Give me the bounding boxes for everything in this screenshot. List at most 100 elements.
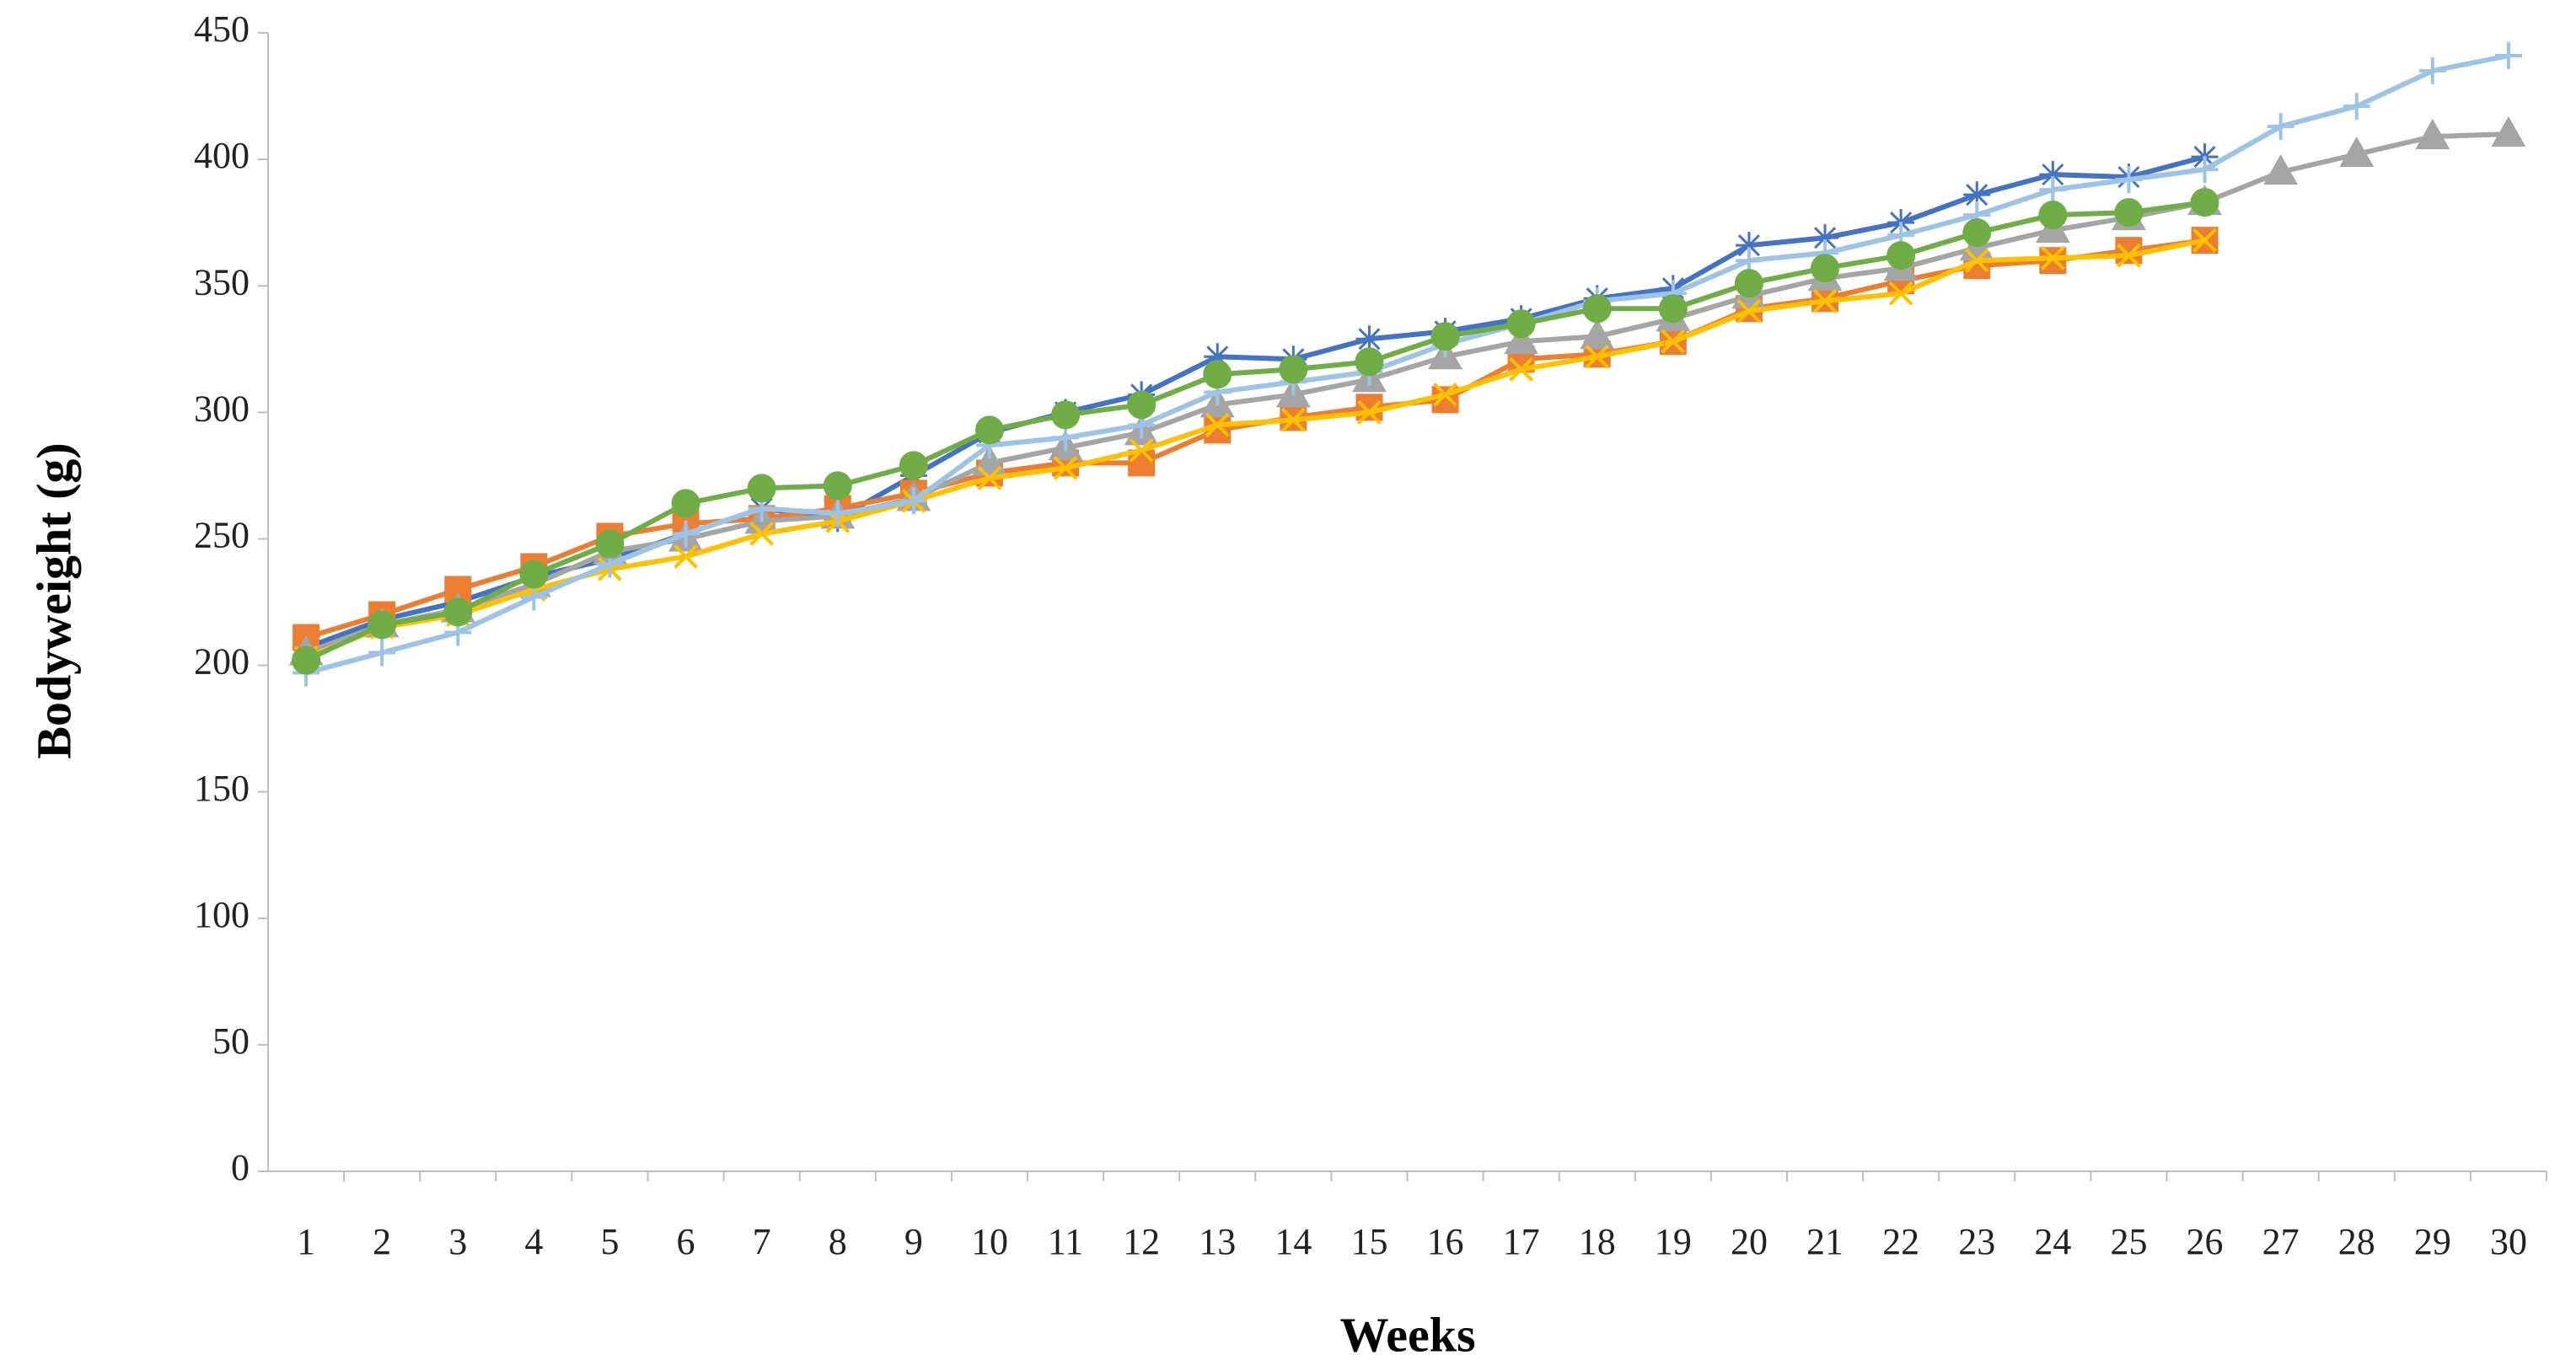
x-tick-label: 25 <box>2110 1221 2147 1262</box>
marker <box>1355 325 1383 353</box>
marker <box>2115 166 2143 194</box>
y-axis-title: Bodyweight (g) <box>26 442 81 758</box>
x-tick-label: 3 <box>448 1221 467 1262</box>
marker <box>443 597 473 627</box>
series <box>292 42 2522 687</box>
marker <box>2040 245 2065 270</box>
series <box>293 228 2217 670</box>
x-tick-label: 23 <box>1958 1221 1995 1262</box>
marker <box>1203 360 1232 389</box>
series <box>292 188 2219 675</box>
y-tick-label: 300 <box>194 388 250 429</box>
x-tick-label: 26 <box>2187 1221 2224 1262</box>
x-tick-label: 14 <box>1275 1221 1312 1262</box>
series-line <box>305 53 2509 676</box>
marker <box>899 451 928 480</box>
marker <box>1509 356 1534 382</box>
marker <box>1736 298 1762 324</box>
marker <box>1585 344 1610 369</box>
marker <box>1506 309 1536 339</box>
marker <box>2115 237 2143 265</box>
x-tick-label: 18 <box>1579 1221 1616 1262</box>
marker <box>1355 347 1384 377</box>
marker <box>672 520 700 548</box>
marker <box>1811 224 1839 252</box>
marker <box>1962 218 1992 248</box>
marker <box>1129 437 1154 463</box>
marker <box>671 489 700 518</box>
marker <box>1888 281 1913 306</box>
x-tick-label: 2 <box>373 1221 391 1262</box>
x-tick-label: 27 <box>2262 1221 2300 1262</box>
x-tick-label: 21 <box>1806 1221 1843 1262</box>
y-tick-label: 400 <box>194 135 250 176</box>
marker <box>1658 294 1688 324</box>
marker <box>824 500 851 528</box>
marker <box>2117 243 2141 268</box>
x-tick-label: 17 <box>1503 1221 1540 1262</box>
x-tick-label: 7 <box>753 1221 771 1262</box>
x-tick-label: 13 <box>1199 1221 1236 1262</box>
marker <box>2190 188 2219 217</box>
marker <box>2039 176 2067 204</box>
marker <box>1963 181 1991 209</box>
series-line <box>305 154 2206 651</box>
x-tick-label: 6 <box>677 1221 695 1262</box>
marker <box>974 415 1004 445</box>
marker <box>292 645 321 675</box>
y-tick-label: 0 <box>231 1147 250 1188</box>
marker <box>1582 294 1612 324</box>
marker <box>1886 241 1916 270</box>
marker <box>1433 382 1457 407</box>
marker <box>899 487 927 515</box>
x-axis-title: Weeks <box>1339 1307 1475 1362</box>
marker <box>2491 116 2526 147</box>
y-tick-label: 200 <box>194 641 250 683</box>
x-tick-label: 12 <box>1123 1221 1160 1262</box>
marker <box>1051 400 1081 430</box>
marker <box>1205 412 1230 437</box>
marker <box>1053 455 1078 480</box>
marker <box>1812 288 1838 313</box>
x-tick-label: 11 <box>1048 1221 1083 1262</box>
y-tick-label: 150 <box>194 768 250 809</box>
marker <box>2039 161 2067 189</box>
marker <box>1504 324 1539 355</box>
marker <box>2418 57 2446 85</box>
x-tick-label: 15 <box>1350 1221 1387 1262</box>
marker <box>1580 319 1615 350</box>
marker <box>1357 399 1382 425</box>
marker <box>977 465 1002 490</box>
x-tick-label: 30 <box>2490 1221 2527 1262</box>
marker <box>368 639 396 667</box>
series-line <box>305 238 2205 640</box>
marker <box>2192 228 2217 253</box>
marker <box>749 522 775 546</box>
marker <box>2114 198 2144 228</box>
marker <box>1811 254 1840 283</box>
marker <box>519 560 549 589</box>
marker <box>1280 407 1306 432</box>
marker <box>2343 93 2370 120</box>
marker <box>2267 113 2294 141</box>
series-line <box>304 200 2205 663</box>
marker <box>972 445 1007 476</box>
marker <box>1279 355 1308 384</box>
x-tick-label: 24 <box>2034 1221 2071 1262</box>
x-tick-label: 20 <box>1731 1221 1768 1262</box>
marker <box>2494 42 2522 70</box>
marker <box>1735 232 1763 260</box>
x-tick-label: 5 <box>600 1221 619 1262</box>
series-line <box>305 131 2509 656</box>
marker <box>595 529 625 559</box>
y-tick-label: 100 <box>194 894 250 935</box>
marker <box>1734 269 1763 298</box>
x-tick-label: 16 <box>1427 1221 1464 1262</box>
marker <box>1661 329 1686 354</box>
marker <box>2339 137 2375 168</box>
y-tick-label: 450 <box>194 8 250 50</box>
series <box>288 116 2526 666</box>
y-tick-label: 350 <box>194 261 250 303</box>
